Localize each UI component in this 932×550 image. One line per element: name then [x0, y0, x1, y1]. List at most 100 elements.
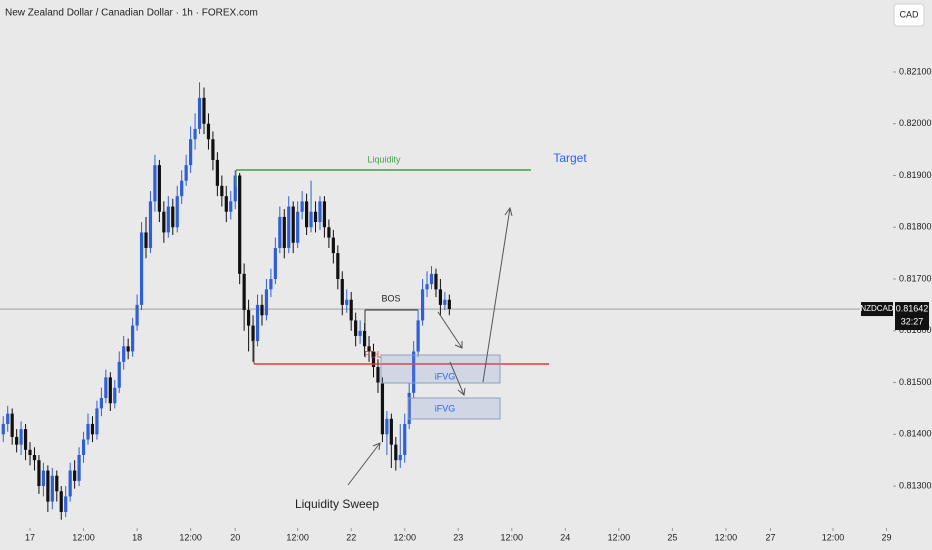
candle-body	[420, 289, 425, 321]
candle-body	[371, 351, 376, 368]
candle-body	[255, 304, 260, 342]
candle-body	[380, 382, 385, 435]
candle-body	[131, 325, 135, 352]
candle-body	[340, 279, 344, 305]
candle-body	[412, 351, 416, 393]
candle-body	[41, 470, 46, 487]
candle-body	[438, 289, 443, 305]
candle-body	[429, 273, 434, 285]
arrow	[449, 361, 466, 396]
candle-body	[269, 279, 273, 290]
candle-body	[59, 491, 63, 512]
candles	[1, 82, 451, 520]
candle-body	[403, 423, 407, 456]
candle-body	[260, 304, 264, 316]
candle-body	[77, 455, 81, 481]
chart-title: New Zealand Dollar / Canadian Dollar · 1…	[5, 8, 258, 19]
candle-body	[1, 423, 5, 435]
candle-body	[233, 175, 237, 202]
liquidity-label: Liquidity	[367, 154, 401, 164]
candle-body	[291, 206, 295, 243]
candle-body	[318, 201, 322, 223]
candle-body	[206, 123, 211, 140]
candle-body	[398, 455, 402, 461]
candle-body	[251, 325, 255, 342]
candle-body	[144, 232, 148, 248]
x-tick-label: 23	[453, 532, 463, 542]
x-tick-label: 17	[25, 532, 35, 542]
x-tick-label: 12:00	[179, 532, 202, 542]
price-box	[895, 302, 929, 331]
candle-body	[304, 201, 309, 228]
candle-body	[407, 392, 411, 424]
y-tick-label: 0.82100	[899, 66, 932, 76]
candle-body	[135, 304, 139, 326]
candle-body	[171, 206, 175, 228]
candle-body	[37, 460, 41, 487]
x-tick-label: 25	[667, 532, 677, 542]
candle-body	[358, 330, 362, 336]
candle-body	[10, 413, 14, 437]
candle-body	[148, 201, 153, 248]
candle-body	[296, 211, 300, 243]
candle-body	[229, 201, 233, 212]
candle-body	[162, 211, 166, 233]
candle-body	[309, 211, 313, 228]
candle-body	[95, 408, 99, 435]
y-tick-label: 0.81500	[899, 377, 932, 387]
pdl-label: PDL	[364, 349, 382, 359]
x-tick-label: 12:00	[393, 532, 416, 542]
currency-button[interactable]	[893, 3, 925, 27]
y-tick-label: 0.81700	[899, 273, 932, 283]
candle-body	[367, 346, 371, 352]
currency-button-label[interactable]: CAD	[899, 9, 919, 19]
y-tick-label: 0.81400	[899, 429, 932, 439]
candle-body	[180, 180, 184, 197]
candle-body	[81, 439, 86, 456]
candle-body	[68, 470, 72, 497]
x-tick-label: 12:00	[822, 532, 845, 542]
x-tick-label: 24	[560, 532, 570, 542]
candle-body	[175, 196, 179, 228]
candle-body	[197, 97, 202, 129]
candle-body	[46, 470, 50, 502]
candle-body	[108, 377, 112, 404]
x-tick-label: 12:00	[501, 532, 524, 542]
x-tick-label: 12:00	[608, 532, 631, 542]
ifvg-label: iFVG	[435, 403, 456, 413]
candle-body	[19, 429, 23, 445]
candle-body	[50, 475, 54, 502]
candle-body	[6, 413, 10, 424]
y-tick-label: 0.81900	[899, 170, 932, 180]
target-label: Target	[553, 151, 587, 165]
candle-body	[215, 159, 219, 186]
candle-body	[416, 320, 420, 352]
candle-body	[202, 97, 206, 124]
candle-body	[349, 299, 353, 321]
candle-body	[211, 139, 215, 160]
candle-body	[139, 232, 144, 305]
candle-body	[73, 470, 77, 481]
candle-body	[55, 475, 59, 492]
candle-body	[425, 284, 429, 290]
candle-body	[28, 449, 32, 456]
candle-body	[313, 211, 318, 223]
candle-body	[184, 165, 188, 181]
symbol-label: NZDCAD	[860, 304, 894, 313]
candle-body	[331, 237, 335, 254]
candle-body	[126, 346, 130, 352]
candle-body	[86, 423, 90, 440]
arrow	[437, 311, 463, 349]
candle-body	[376, 367, 380, 383]
candle-body	[394, 444, 398, 461]
candle-body	[242, 273, 246, 311]
candle-body	[300, 201, 304, 212]
ifvg-box	[407, 397, 501, 420]
candle-body	[157, 165, 161, 212]
arrow	[482, 206, 513, 383]
candle-body	[278, 216, 282, 248]
candle-body	[322, 201, 327, 228]
candle-body	[336, 253, 340, 280]
x-tick-label: 18	[132, 532, 142, 542]
